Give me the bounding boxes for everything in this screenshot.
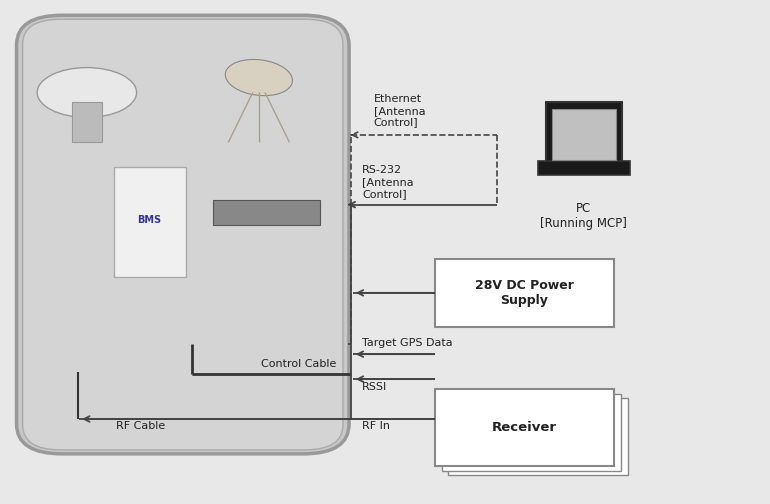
Ellipse shape: [37, 68, 136, 117]
Bar: [72, 102, 102, 142]
FancyBboxPatch shape: [22, 19, 343, 450]
Text: BMS: BMS: [138, 215, 162, 225]
Text: Ethernet
[Antenna
Control]: Ethernet [Antenna Control]: [373, 94, 425, 128]
Bar: [448, 398, 628, 475]
Bar: [114, 167, 186, 277]
Bar: [213, 200, 320, 225]
Bar: [545, 102, 622, 167]
Text: PC
[Running MCP]: PC [Running MCP]: [541, 202, 628, 230]
Text: Control Cable: Control Cable: [261, 359, 336, 369]
Text: RF Cable: RF Cable: [116, 421, 166, 431]
Text: Target GPS Data: Target GPS Data: [362, 338, 453, 348]
FancyBboxPatch shape: [16, 15, 349, 454]
Text: RS-232
[Antenna
Control]: RS-232 [Antenna Control]: [362, 165, 413, 199]
Bar: [538, 161, 630, 175]
Text: RF In: RF In: [362, 421, 390, 431]
Bar: [435, 260, 614, 327]
Bar: [435, 389, 614, 466]
Bar: [551, 109, 616, 160]
Ellipse shape: [226, 59, 293, 96]
Text: 28V DC Power
Supply: 28V DC Power Supply: [475, 279, 574, 307]
Bar: [441, 394, 621, 471]
Text: Receiver: Receiver: [492, 421, 557, 434]
Text: RSSI: RSSI: [362, 382, 387, 392]
